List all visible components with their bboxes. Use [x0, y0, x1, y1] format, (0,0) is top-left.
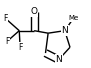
Text: N: N — [61, 26, 68, 35]
Text: Me: Me — [68, 15, 79, 21]
Text: O: O — [31, 7, 38, 16]
Text: N: N — [55, 55, 62, 64]
Text: F: F — [18, 43, 22, 52]
Text: F: F — [3, 14, 7, 23]
Text: F: F — [5, 37, 9, 46]
